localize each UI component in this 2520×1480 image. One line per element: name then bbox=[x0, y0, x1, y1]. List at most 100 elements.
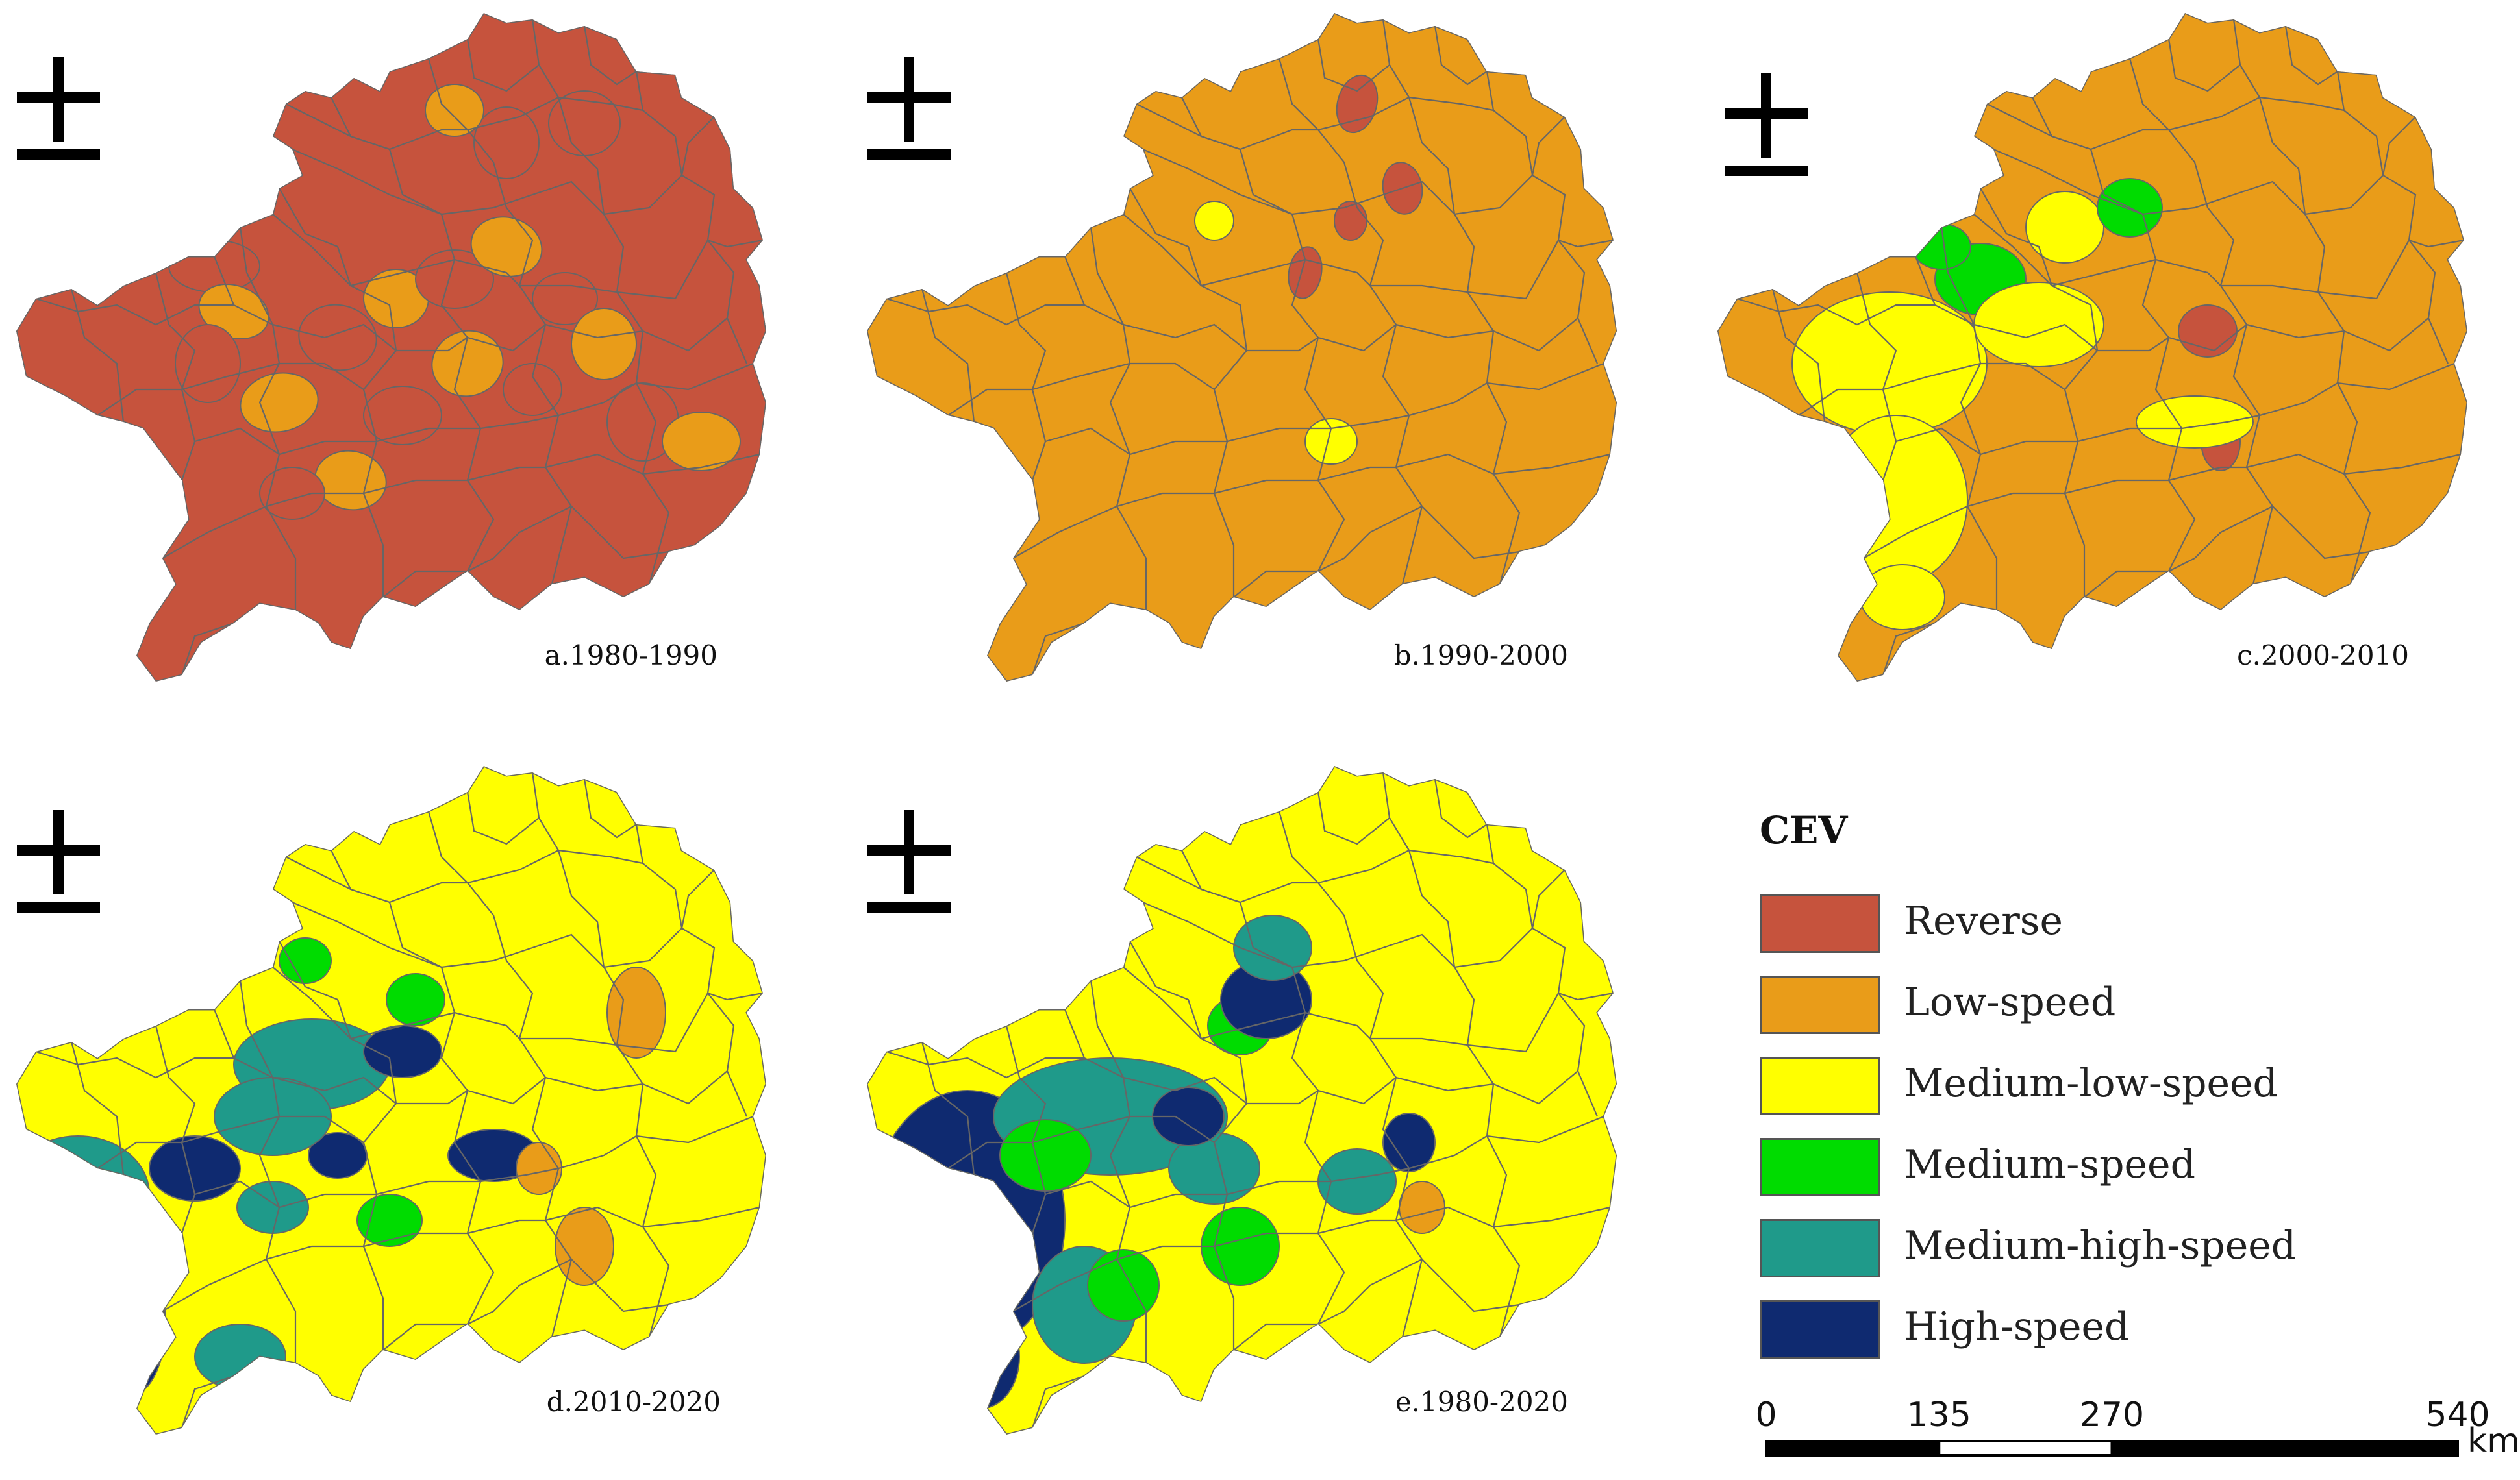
legend-label: Medium-high-speed bbox=[1904, 1223, 2297, 1268]
county-boundary bbox=[886, 297, 1084, 326]
county-boundary bbox=[292, 148, 682, 216]
scale-bar: 0 135 270 540 km bbox=[1753, 1396, 2519, 1474]
map-panel-e: e.1980-2020 bbox=[851, 753, 1656, 1454]
county-boundary bbox=[1434, 778, 1488, 839]
county-boundary bbox=[1090, 980, 1578, 1105]
county-boundary bbox=[285, 96, 643, 151]
legend-label: Low-speed bbox=[1904, 980, 2116, 1025]
county-region-reverse bbox=[1334, 201, 1367, 241]
county-region-reverse bbox=[175, 324, 241, 403]
scale-unit: km bbox=[2467, 1422, 2520, 1461]
county-boundary bbox=[155, 1025, 196, 1234]
county-region-medlow bbox=[1304, 418, 1358, 465]
county-boundary bbox=[1064, 256, 1147, 610]
county-boundary bbox=[194, 1115, 754, 1209]
county-boundary bbox=[1317, 38, 1390, 92]
county-boundary bbox=[1233, 1258, 1520, 1351]
county-boundary bbox=[466, 38, 540, 92]
province-boundary bbox=[16, 13, 766, 682]
county-boundary bbox=[162, 453, 760, 559]
province-boundary bbox=[867, 766, 1617, 1435]
county-boundary bbox=[272, 214, 708, 300]
county-boundary bbox=[1973, 214, 2410, 300]
legend-item-medium-speed: Medium-speed bbox=[1760, 1138, 2474, 1202]
scale-segment bbox=[1938, 1440, 2114, 1457]
county-boundary bbox=[680, 869, 715, 929]
legend-swatch bbox=[1760, 1300, 1880, 1359]
north-arrow-icon bbox=[17, 810, 100, 913]
county-boundary bbox=[947, 362, 1215, 416]
county-boundary bbox=[583, 778, 637, 839]
county-boundary bbox=[1123, 967, 1559, 1053]
county-boundary bbox=[1914, 256, 1998, 610]
scale-segment bbox=[1765, 1440, 1941, 1457]
county-region-low bbox=[1399, 1181, 1445, 1234]
county-boundary bbox=[1005, 272, 1047, 481]
county-boundary bbox=[1940, 227, 2429, 352]
county-boundary bbox=[155, 272, 196, 481]
province-map-c bbox=[1717, 13, 2467, 682]
county-region-low bbox=[431, 330, 504, 397]
county-boundary bbox=[531, 772, 670, 1338]
scale-bar-graphic bbox=[1765, 1440, 2459, 1457]
legend-swatch bbox=[1760, 1138, 1880, 1196]
county-region-low bbox=[555, 1207, 614, 1286]
county-region-medlow bbox=[1860, 564, 1945, 630]
county-region-high bbox=[94, 1252, 166, 1396]
legend-item-medium-high-speed: Medium-high-speed bbox=[1760, 1219, 2474, 1283]
county-boundary bbox=[1012, 1206, 1611, 1312]
county-boundary bbox=[239, 227, 728, 352]
map-panel-c: c.2000-2010 bbox=[1701, 0, 2506, 701]
county-region-med bbox=[1087, 1249, 1160, 1322]
county-region-reverse bbox=[1288, 246, 1323, 299]
legend: CEV Reverse Low-speed Medium-low-speed M… bbox=[1753, 808, 2493, 1386]
legend-swatch bbox=[1760, 1057, 1880, 1115]
county-boundary bbox=[382, 1258, 669, 1351]
county-boundary bbox=[1031, 1375, 1085, 1429]
county-boundary bbox=[1142, 901, 1533, 968]
legend-item-low-speed: Low-speed bbox=[1760, 976, 2474, 1039]
panel-label-e: e.1980-2020 bbox=[1395, 1386, 1568, 1418]
county-boundary bbox=[2232, 19, 2371, 585]
county-boundary bbox=[921, 1041, 975, 1176]
scale-tick-label: 0 bbox=[1755, 1396, 1777, 1435]
county-boundary bbox=[886, 1050, 1084, 1079]
county-boundary bbox=[285, 849, 643, 904]
legend-swatch bbox=[1760, 1219, 1880, 1277]
scale-tick-label: 270 bbox=[2079, 1396, 2145, 1435]
county-boundary bbox=[292, 901, 682, 968]
county-region-low bbox=[571, 308, 637, 380]
county-boundary bbox=[1736, 297, 1935, 326]
county-region-low bbox=[662, 412, 741, 471]
county-boundary bbox=[583, 25, 637, 86]
county-region-medlow bbox=[2025, 191, 2104, 264]
county-boundary bbox=[70, 288, 125, 423]
county-boundary bbox=[2167, 38, 2241, 92]
county-region-med bbox=[386, 973, 445, 1026]
county-region-medlow bbox=[949, 447, 1012, 565]
county-boundary bbox=[35, 1050, 234, 1079]
county-boundary bbox=[1136, 96, 1494, 151]
county-region-low bbox=[314, 450, 387, 511]
county-boundary bbox=[1031, 622, 1085, 676]
county-boundary bbox=[1064, 1009, 1147, 1363]
county-boundary bbox=[1486, 824, 1599, 1117]
legend-item-medium-low-speed: Medium-low-speed bbox=[1760, 1057, 2474, 1120]
panel-label-a: a.1980-1990 bbox=[544, 639, 717, 671]
county-boundary bbox=[707, 239, 764, 248]
county-boundary bbox=[1771, 288, 1826, 423]
county-boundary bbox=[162, 1206, 760, 1312]
legend-swatch bbox=[1760, 976, 1880, 1034]
county-boundary bbox=[635, 824, 748, 1117]
county-boundary bbox=[1233, 505, 1520, 598]
county-boundary bbox=[1895, 362, 2455, 456]
county-boundary bbox=[921, 288, 975, 423]
county-region-high bbox=[149, 1135, 241, 1202]
county-boundary bbox=[1434, 25, 1488, 86]
county-region-low bbox=[606, 967, 666, 1059]
county-region-med bbox=[356, 1194, 423, 1247]
county-boundary bbox=[213, 256, 297, 610]
north-arrow-icon bbox=[1725, 73, 1808, 176]
county-boundary bbox=[97, 362, 364, 416]
north-arrow-icon bbox=[17, 57, 100, 160]
